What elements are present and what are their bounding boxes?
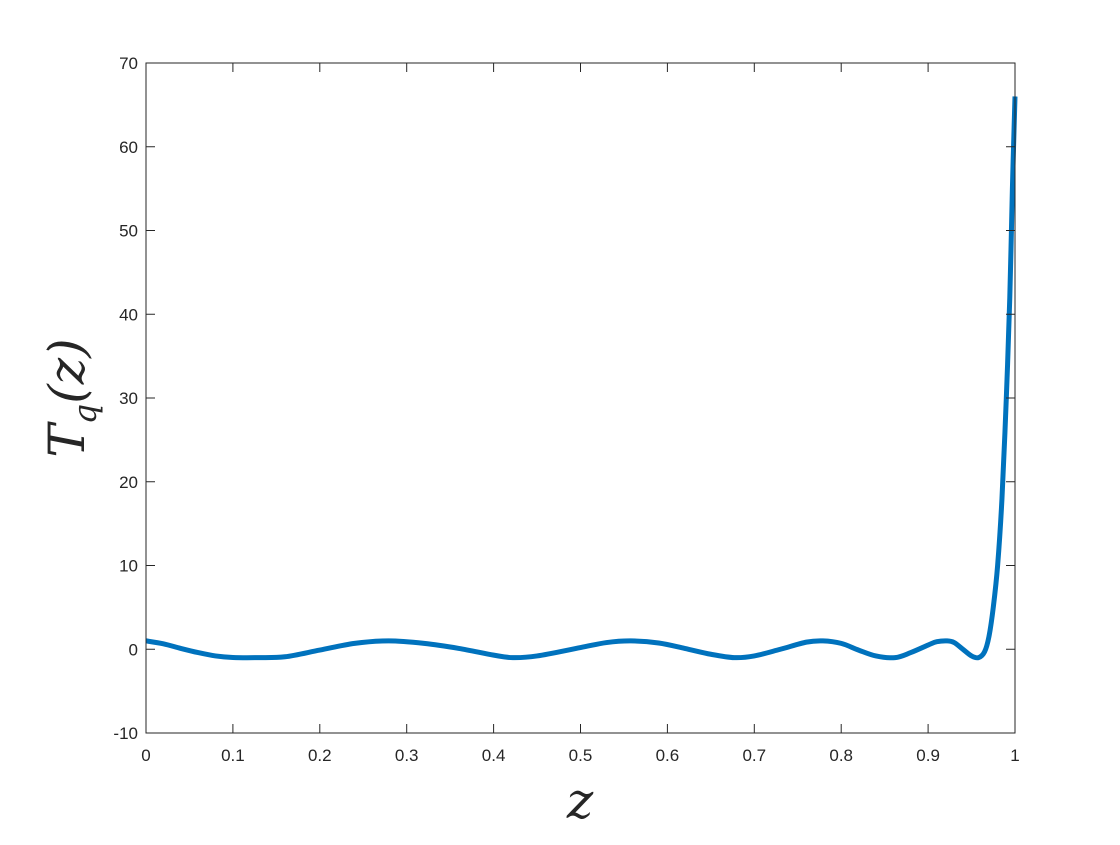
series-line-0 (145, 96, 1018, 661)
y-tick-label: 70 (119, 54, 138, 73)
y-tick-label: 40 (119, 305, 138, 324)
x-tick-label: 1 (1010, 746, 1019, 765)
y-tick-label: 60 (119, 138, 138, 157)
x-tick-label: 0.4 (482, 746, 506, 765)
x-tick-label: 0.7 (742, 746, 766, 765)
y-tick-label: 30 (119, 389, 138, 408)
series-layer (145, 96, 1018, 661)
y-tick-label: 20 (119, 473, 138, 492)
y-axis-label-subscript: q (66, 404, 104, 424)
y-axis-label: Tq(z) (38, 338, 104, 457)
x-axis-label: z (566, 772, 594, 830)
y-axis-label-main: T (38, 421, 96, 458)
x-axis: 0 0.1 0.2 0.3 0.4 0.5 0.6 0.7 0.8 0.9 1 (141, 63, 1020, 765)
y-tick-label: 0 (129, 640, 138, 659)
y-axis: -10 0 10 20 30 40 50 60 70 (113, 54, 1015, 743)
y-tick-label: 50 (119, 222, 138, 241)
x-tick-label: 0.2 (308, 746, 332, 765)
x-tick-label: 0 (141, 746, 150, 765)
x-tick-label: 0.9 (916, 746, 940, 765)
y-tick-label: -10 (113, 724, 138, 743)
x-tick-label: 0.1 (221, 746, 245, 765)
x-tick-label: 0.8 (829, 746, 853, 765)
plot-area (146, 63, 1015, 733)
y-tick-label: 10 (119, 557, 138, 576)
x-tick-label: 0.5 (569, 746, 593, 765)
x-tick-label: 0.6 (656, 746, 680, 765)
x-tick-label: 0.3 (395, 746, 419, 765)
y-axis-label-argument: (z) (38, 338, 96, 403)
